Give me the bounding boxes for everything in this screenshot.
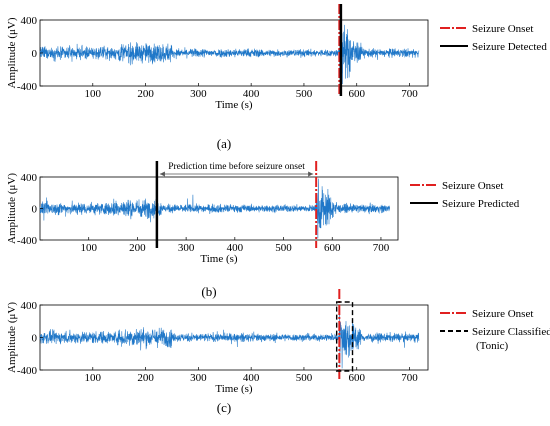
chart-panel-a: 100 200 300 400 500 600 700 400 0 -400 Time (s) Amp… — [6, 4, 547, 151]
y-tick-label: 0 — [32, 48, 38, 60]
x-tick-label: 300 — [178, 242, 195, 254]
panel-caption: (b) — [201, 284, 216, 299]
seizure-classified-box — [335, 301, 354, 372]
y-tick-label: 400 — [21, 15, 38, 27]
y-tick-label: -400 — [17, 81, 38, 93]
x-tick-label: 700 — [373, 242, 390, 254]
y-tick-label: 0 — [32, 204, 38, 216]
prediction-time-label: Prediction time before seizure onset — [168, 161, 305, 172]
legend-entry-label: Seizure Onset — [472, 23, 533, 35]
eeg-signal-trace — [39, 178, 390, 239]
x-tick-label: 700 — [401, 372, 418, 384]
y-tick-label: -400 — [17, 235, 38, 247]
legend-entry-label: (Tonic) — [476, 340, 509, 352]
y-tick-label: 400 — [21, 300, 38, 312]
x-tick-label: 400 — [243, 88, 260, 100]
x-tick-label: 200 — [129, 242, 146, 254]
y-axis-label: Amplitude (μV) — [6, 173, 18, 244]
x-tick-label: 400 — [243, 372, 260, 384]
arrow-head-right — [308, 171, 314, 177]
y-tick-label: -400 — [17, 365, 38, 377]
x-tick-label: 400 — [227, 242, 244, 254]
legend-entry-label: Seizure Onset — [472, 308, 533, 320]
legend-entry-label: Seizure Detected — [472, 41, 547, 53]
chart-panel-b: 100 200 300 400 500 600 700 400 0 -400 Time (s) Amp… — [6, 161, 520, 299]
x-tick-label: 100 — [85, 372, 102, 384]
x-axis-label: Time (s) — [200, 253, 238, 265]
legend-entry-label: Seizure Classified — [472, 326, 550, 338]
x-tick-label: 100 — [80, 242, 97, 254]
x-axis-label: Time (s) — [215, 99, 253, 111]
y-axis-label: Amplitude (μV) — [6, 17, 18, 88]
y-tick-label: 0 — [32, 333, 38, 345]
x-tick-label: 200 — [137, 88, 154, 100]
legend-entry-label: Seizure Predicted — [442, 198, 520, 210]
y-tick-label: 400 — [21, 172, 38, 184]
x-tick-label: 100 — [85, 88, 102, 100]
eeg-signal-trace — [39, 307, 420, 369]
x-tick-label: 300 — [190, 88, 207, 100]
x-tick-label: 600 — [348, 372, 365, 384]
legend-entry-label: Seizure Onset — [442, 180, 503, 192]
x-axis-label: Time (s) — [215, 383, 253, 395]
y-axis-label: Amplitude (μV) — [6, 302, 18, 373]
panel-caption: (c) — [217, 400, 231, 415]
x-tick-label: 300 — [190, 372, 207, 384]
panel-caption: (a) — [217, 136, 231, 151]
x-tick-label: 500 — [296, 88, 313, 100]
chart-panel-c: 100 200 300 400 500 600 700 400 0 -400 Time (s) Amp… — [6, 289, 550, 415]
x-tick-label: 700 — [401, 88, 418, 100]
x-tick-label: 600 — [324, 242, 341, 254]
x-tick-label: 500 — [296, 372, 313, 384]
eeg-signal-trace — [39, 24, 420, 85]
x-tick-label: 600 — [348, 88, 365, 100]
x-tick-label: 200 — [137, 372, 154, 384]
arrow-head-left — [159, 171, 165, 177]
x-tick-label: 500 — [275, 242, 292, 254]
